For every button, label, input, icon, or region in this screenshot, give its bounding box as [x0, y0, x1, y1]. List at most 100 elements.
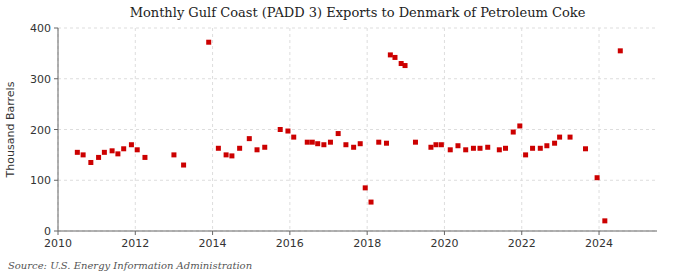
point	[557, 135, 562, 140]
y-grid-line	[58, 231, 657, 232]
point	[115, 151, 120, 156]
x-grid-line	[367, 28, 368, 231]
point	[471, 146, 476, 151]
point	[315, 141, 320, 146]
grid	[58, 28, 657, 231]
point	[110, 148, 115, 153]
x-tick	[367, 231, 368, 235]
point	[285, 129, 290, 134]
point	[321, 142, 326, 147]
point	[216, 146, 221, 151]
title: Monthly Gulf Coast (PADD 3) Exports to D…	[130, 5, 586, 20]
point	[75, 150, 80, 155]
point	[96, 155, 101, 160]
x-tick-label: 2020	[430, 237, 458, 250]
point	[485, 145, 490, 150]
point	[343, 142, 348, 147]
point	[538, 146, 543, 151]
y-axis-label: Thousand Barrels	[4, 81, 17, 178]
point	[305, 140, 310, 145]
x-tick-label: 2024	[585, 237, 613, 250]
point	[224, 152, 229, 157]
point	[530, 146, 535, 151]
x-tick-label: 2010	[44, 237, 72, 250]
y-tick-label: 0	[44, 225, 51, 238]
point	[403, 63, 408, 68]
y-tick-label: 100	[30, 174, 51, 187]
x-tick-label: 2018	[353, 237, 381, 250]
y-tick	[54, 28, 58, 29]
point	[413, 140, 418, 145]
x-grid-line	[599, 28, 600, 231]
point	[463, 147, 468, 152]
point	[237, 146, 242, 151]
point	[392, 55, 397, 60]
point	[121, 146, 126, 151]
point	[255, 147, 260, 152]
x-grid-line	[444, 28, 445, 231]
point	[595, 175, 600, 180]
x-tick	[58, 231, 59, 235]
y-grid-line	[58, 78, 657, 79]
point	[135, 147, 140, 152]
point	[81, 152, 86, 157]
point	[511, 130, 516, 135]
point	[102, 150, 107, 155]
y-tick	[54, 129, 58, 130]
point	[376, 140, 381, 145]
point	[602, 218, 607, 223]
point	[247, 136, 252, 141]
x-tick-label: 2014	[199, 237, 227, 250]
point	[552, 141, 557, 146]
y-tick-label: 300	[30, 73, 51, 86]
point	[181, 163, 186, 168]
axes: 2010201220142016201820202022202401002003…	[30, 22, 657, 250]
point	[497, 147, 502, 152]
point	[206, 40, 211, 45]
y-tick	[54, 180, 58, 181]
x-grid-line	[212, 28, 213, 231]
point	[448, 147, 453, 152]
point	[88, 160, 93, 165]
y-grid-line	[58, 28, 657, 29]
point	[129, 142, 134, 147]
x-grid-line	[521, 28, 522, 231]
point	[310, 140, 315, 145]
x-tick	[135, 231, 136, 235]
points	[75, 40, 623, 224]
point	[388, 52, 393, 57]
point	[328, 140, 333, 145]
source-note: Source: U.S. Energy Information Administ…	[8, 260, 252, 271]
point	[358, 141, 363, 146]
point	[439, 142, 444, 147]
y-tick	[54, 78, 58, 79]
point	[428, 145, 433, 150]
point	[544, 143, 549, 148]
point	[369, 200, 374, 205]
point	[517, 123, 522, 128]
point	[583, 146, 588, 151]
x-tick	[521, 231, 522, 235]
x-grid-line	[135, 28, 136, 231]
point	[142, 155, 147, 160]
x-tick	[444, 231, 445, 235]
point	[262, 145, 267, 150]
y-tick	[54, 231, 58, 232]
point	[384, 141, 389, 146]
y-tick-label: 200	[30, 124, 51, 137]
x-tick	[289, 231, 290, 235]
point	[171, 152, 176, 157]
x-tick-label: 2012	[121, 237, 149, 250]
x-axis-line	[58, 231, 657, 232]
x-tick-label: 2016	[276, 237, 304, 250]
point	[618, 48, 623, 53]
point	[503, 146, 508, 151]
x-tick	[212, 231, 213, 235]
chart: 2010201220142016201820202022202401002003…	[0, 0, 675, 275]
x-tick	[599, 231, 600, 235]
point	[523, 152, 528, 157]
point	[568, 135, 573, 140]
point	[278, 127, 283, 132]
point	[229, 153, 234, 158]
point	[478, 146, 483, 151]
